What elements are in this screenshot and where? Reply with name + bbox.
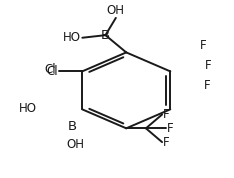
Text: F: F (200, 39, 207, 52)
Text: Cl: Cl (44, 63, 56, 76)
Text: B: B (67, 120, 77, 133)
Text: F: F (163, 108, 170, 121)
Text: F: F (163, 136, 170, 149)
Text: B: B (101, 29, 110, 42)
Text: F: F (167, 122, 173, 135)
Text: HO: HO (19, 102, 37, 115)
Text: F: F (204, 79, 210, 92)
Text: OH: OH (66, 138, 84, 151)
Text: Cl: Cl (46, 65, 58, 78)
Text: HO: HO (63, 31, 81, 44)
Text: F: F (205, 59, 212, 72)
Text: OH: OH (107, 4, 125, 17)
